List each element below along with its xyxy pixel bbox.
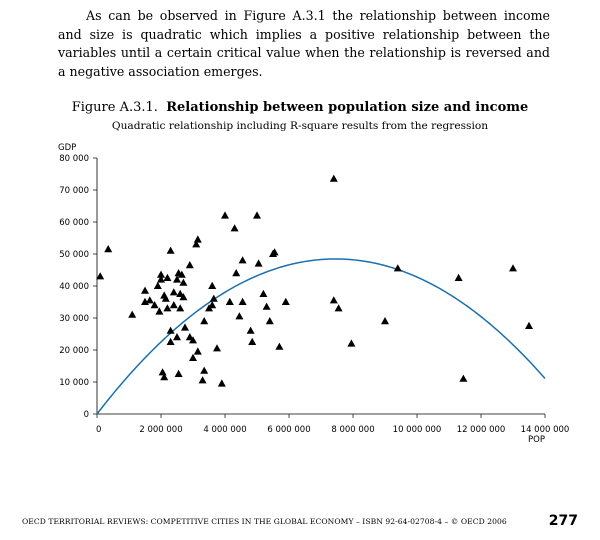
data-point [200,366,209,374]
data-point [166,246,175,254]
data-point [334,304,343,312]
x-tick-label: 10 000 000 [393,425,442,435]
data-point [185,261,194,269]
data-point [173,275,181,283]
data-point [192,240,201,248]
data-point [347,339,356,347]
x-tick-label: 0 [96,425,101,435]
data-point [329,296,338,304]
data-point [208,301,217,309]
figure-subtitle: Quadratic relationship including R-squar… [111,120,489,132]
data-point [157,270,165,278]
y-tick-label: 30 000 [59,314,89,324]
data-point [208,281,217,289]
data-point [254,259,263,267]
data-point [265,317,274,325]
data-point [275,342,284,350]
data-point [179,278,188,286]
data-point [259,289,268,297]
y-tick-label: 0 [84,410,89,420]
data-point [459,374,468,382]
data-point [253,211,261,219]
figure-number: Figure A.3.1. [71,100,158,115]
data-point [281,297,290,305]
footer-text: OECD TERRITORIAL REVIEWS: COMPETITIVE CI… [22,517,507,526]
data-point [158,368,167,376]
data-point [166,337,175,345]
data-point [238,256,247,264]
data-point [509,264,517,272]
data-point [217,379,226,387]
data-point [213,344,221,352]
data-point [200,317,209,325]
figure-name: Relationship between population size and… [166,100,529,115]
data-point [230,224,239,232]
data-point [525,321,533,329]
data-point [381,317,389,325]
data-point [181,323,189,331]
body-paragraph: As can be observed in Figure A.3.1 the r… [58,8,550,79]
x-tick-label: 4 000 000 [203,425,246,435]
x-axis-label: POP [528,435,545,445]
y-tick-label: 60 000 [59,218,89,228]
data-point [262,302,271,310]
y-tick-label: 40 000 [59,282,89,292]
data-point [160,373,169,381]
axes: 0 10 000 20 000 30 000 40 000 50 000 60 000 70 … [59,154,569,435]
x-tick-label: 2 000 000 [139,425,182,435]
x-tick-label: 8 000 000 [331,425,374,435]
data-point [163,273,172,281]
y-tick-label: 10 000 [59,378,89,388]
data-point [166,326,175,334]
x-tick-label: 12 000 000 [457,425,506,435]
data-point [198,376,207,384]
x-tick-label: 6 000 000 [267,425,310,435]
figure-title: Figure A.3.1. Relationship between popul… [0,100,600,115]
data-point [329,174,338,182]
data-point [248,337,257,345]
scatter-chart: GDP POP 0 10 000 20 000 30 000 40 000 50 000 6… [58,143,569,445]
data-point [221,211,229,219]
data-point [155,307,164,315]
data-point [169,301,178,309]
data-point [128,310,137,318]
data-point [104,245,113,253]
data-point [232,269,241,277]
y-axis-label: GDP [58,143,76,153]
y-tick-label: 80 000 [59,154,89,164]
data-point [161,294,170,302]
y-tick-label: 20 000 [59,346,89,356]
data-point [169,288,178,296]
data-point [193,235,202,243]
data-point [173,333,181,341]
x-tick-label: 14 000 000 [521,425,570,435]
data-point [177,270,186,278]
points-layer [96,174,533,387]
data-point [393,264,402,272]
data-point [246,326,255,334]
data-point [163,304,172,312]
data-point [235,312,244,320]
data-point [179,293,188,301]
data-point [145,296,154,304]
data-point [193,347,202,355]
data-point [153,281,162,289]
data-point [150,301,159,309]
data-point [157,275,165,283]
data-point [270,248,279,256]
data-point [189,353,197,361]
data-point [454,273,463,281]
data-point [189,336,197,344]
y-tick-label: 70 000 [59,186,89,196]
data-point [96,272,105,280]
data-point [141,286,149,294]
y-tick-label: 50 000 [59,250,89,260]
data-point [209,294,218,302]
data-point [174,369,183,377]
data-point [176,304,185,312]
data-point [238,297,247,305]
page-number: 277 [548,513,578,529]
data-point [225,297,234,305]
